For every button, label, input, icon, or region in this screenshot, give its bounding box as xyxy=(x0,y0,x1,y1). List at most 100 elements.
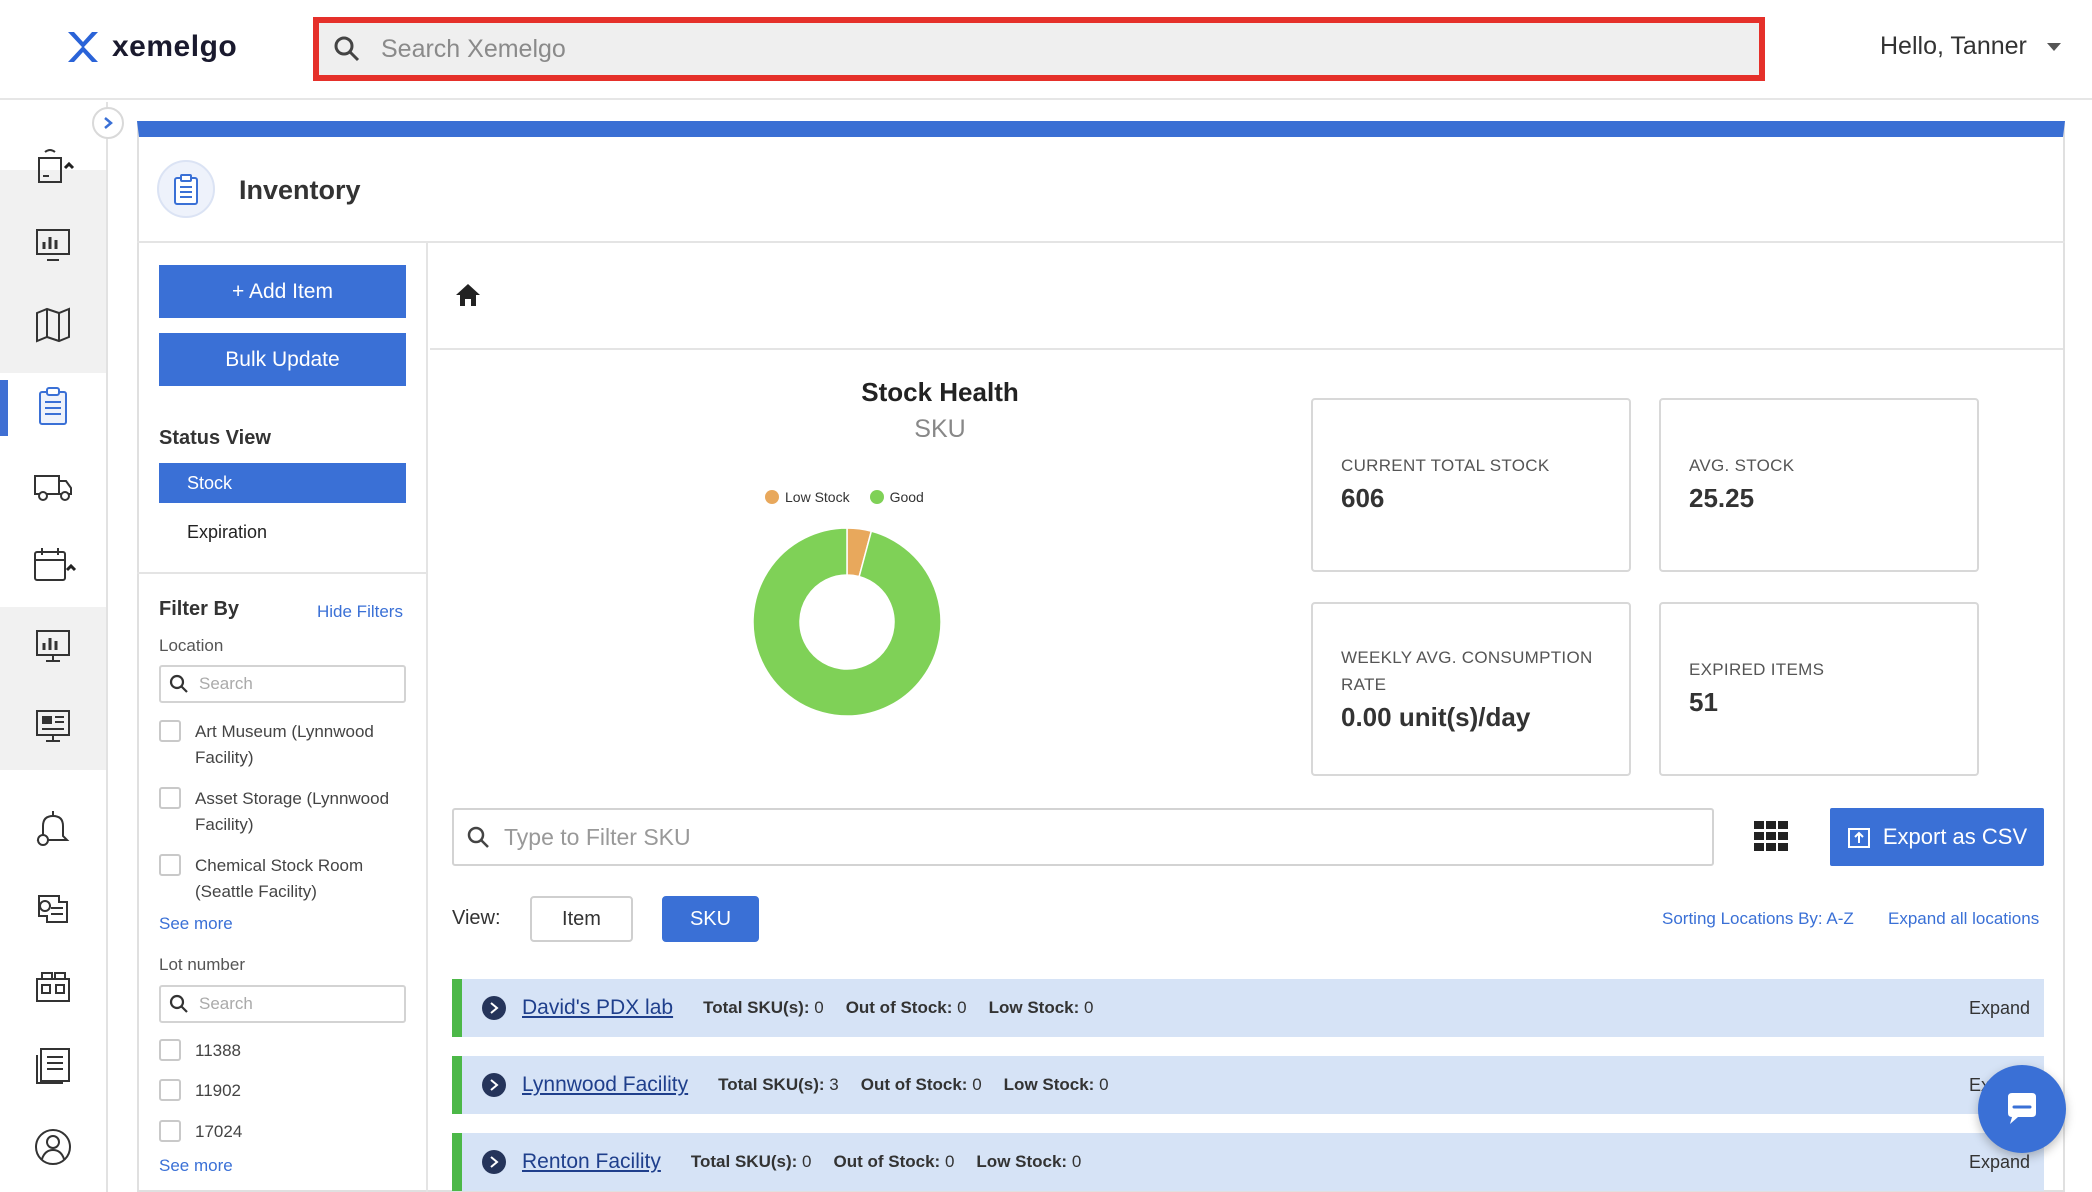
calendar-icon xyxy=(34,548,77,581)
view-label: View: xyxy=(452,907,501,929)
location-row[interactable]: Lynnwood Facility Total SKU(s): 3 Out of… xyxy=(452,1056,2044,1114)
expand-arrow-icon[interactable] xyxy=(482,1073,506,1097)
search-icon xyxy=(467,826,489,848)
divider xyxy=(137,572,426,574)
metric-card-expired-items: EXPIRED ITEMS 51 xyxy=(1659,602,1979,776)
checkbox[interactable] xyxy=(159,1039,181,1061)
legend-item-good: Good xyxy=(869,489,924,505)
filter-panel: + Add Item Bulk Update Status View Stock… xyxy=(137,243,428,1192)
dashboard-icon xyxy=(36,229,70,261)
sidebar-item-alerts[interactable] xyxy=(0,793,106,863)
inventory-clipboard-icon xyxy=(39,387,67,425)
donut-slice-good[interactable] xyxy=(752,527,942,717)
expand-arrow-icon[interactable] xyxy=(482,996,506,1020)
checkbox[interactable] xyxy=(159,787,181,809)
out-of-stock-stat: Out of Stock: 0 xyxy=(860,1075,982,1094)
expand-location-link[interactable]: Expand xyxy=(1968,1151,2030,1172)
sidebar-item-inventory[interactable] xyxy=(0,371,106,441)
sidebar-item-map[interactable] xyxy=(0,290,106,360)
sku-filter-input[interactable]: Type to Filter SKU xyxy=(452,808,1714,866)
metric-card-avg-stock: AVG. STOCK 25.25 xyxy=(1659,398,1979,572)
location-name-link[interactable]: David's PDX lab xyxy=(522,996,674,1019)
lot-checkbox-11902[interactable]: 11902 xyxy=(159,1078,241,1104)
location-see-more-link[interactable]: See more xyxy=(159,914,233,933)
checkbox[interactable] xyxy=(159,1120,181,1142)
location-checkbox-chemical-stock[interactable]: Chemical Stock Room (Seattle Facility) xyxy=(159,853,363,905)
sidebar-item-scheduling[interactable] xyxy=(0,531,106,601)
bulk-update-button[interactable]: Bulk Update xyxy=(159,333,406,386)
global-search-input[interactable] xyxy=(381,34,1681,64)
checkbox-label: Facility) xyxy=(195,748,254,767)
sidebar-expand-button[interactable] xyxy=(92,107,124,139)
chart-subtitle: SKU xyxy=(914,415,966,443)
filter-by-title: Filter By xyxy=(159,598,240,620)
checkbox[interactable] xyxy=(159,1079,181,1101)
export-csv-button[interactable]: Export as CSV xyxy=(1830,808,2044,866)
global-search-bar[interactable] xyxy=(313,17,1765,81)
hide-filters-link[interactable]: Hide Filters xyxy=(317,602,403,621)
total-sku-stat: Total SKU(s): 0 xyxy=(703,998,824,1017)
add-item-button[interactable]: + Add Item xyxy=(159,265,406,318)
view-sku-button[interactable]: SKU xyxy=(662,896,759,942)
total-sku-stat: Total SKU(s): 3 xyxy=(718,1075,839,1094)
out-of-stock-stat: Out of Stock: 0 xyxy=(833,1152,955,1171)
view-item-button[interactable]: Item xyxy=(530,896,633,942)
page-header: Inventory xyxy=(137,137,2065,243)
location-name-link[interactable]: Lynnwood Facility xyxy=(522,1073,689,1096)
expand-location-link[interactable]: Expand xyxy=(1968,997,2030,1018)
sidebar-item-profile[interactable] xyxy=(0,1112,106,1182)
chevron-right-icon xyxy=(104,117,113,129)
location-row[interactable]: Renton Facility Total SKU(s): 0 Out of S… xyxy=(452,1133,2044,1191)
sidebar-item-dashboard[interactable] xyxy=(0,209,106,279)
metric-value: 25.25 xyxy=(1689,483,1755,513)
asset-tracking-icon xyxy=(38,149,75,183)
lot-checkbox-11388[interactable]: 11388 xyxy=(159,1038,241,1064)
user-menu[interactable]: Hello, Tanner xyxy=(1880,32,2061,61)
checkbox[interactable] xyxy=(159,854,181,876)
sidebar-item-display[interactable] xyxy=(0,690,106,760)
sidebar-item-monitor[interactable] xyxy=(0,610,106,680)
chevron-down-icon xyxy=(2046,42,2061,51)
status-option-stock[interactable]: Stock xyxy=(159,463,406,503)
lot-search-placeholder: Search xyxy=(199,994,253,1013)
checkbox-label: 11902 xyxy=(195,1081,242,1100)
map-icon xyxy=(36,307,70,343)
lot-checkbox-17024[interactable]: 17024 xyxy=(159,1119,242,1145)
status-option-expiration[interactable]: Expiration xyxy=(187,521,268,542)
sort-locations-link[interactable]: Sorting Locations By: A-Z xyxy=(1662,909,1854,928)
location-checkbox-art-museum[interactable]: Art Museum (Lynnwood Facility) xyxy=(159,719,374,771)
chat-bubble-icon xyxy=(2008,1093,2036,1124)
chart-legend: Low Stock Good xyxy=(765,489,924,505)
shipping-truck-icon xyxy=(34,475,72,501)
checkbox[interactable] xyxy=(159,720,181,742)
expand-arrow-icon[interactable] xyxy=(482,1150,506,1174)
sidebar-item-configuration[interactable] xyxy=(0,873,106,943)
metric-value: 0.00 unit(s)/day xyxy=(1341,702,1531,732)
location-row[interactable]: David's PDX lab Total SKU(s): 0 Out of S… xyxy=(452,979,2044,1037)
inventory-page-icon xyxy=(157,160,215,218)
location-search-placeholder: Search xyxy=(199,674,253,693)
location-checkbox-asset-storage[interactable]: Asset Storage (Lynnwood Facility) xyxy=(159,786,389,838)
metric-value: 606 xyxy=(1341,483,1385,513)
sku-filter-placeholder: Type to Filter SKU xyxy=(504,823,691,850)
lot-number-label: Lot number xyxy=(159,955,245,974)
home-icon[interactable] xyxy=(454,281,482,309)
inventory-content: Stock Health SKU Low Stock Good CURRENT … xyxy=(430,243,2063,1192)
lot-search-input[interactable]: Search xyxy=(159,985,406,1023)
xemelgo-logo[interactable]: xemelgo xyxy=(66,30,237,64)
location-name-link[interactable]: Renton Facility xyxy=(522,1150,661,1173)
sidebar-item-devices[interactable] xyxy=(0,952,106,1022)
sidebar-item-reports[interactable] xyxy=(0,1030,106,1100)
chat-support-button[interactable] xyxy=(1978,1065,2066,1153)
legend-swatch-low-stock xyxy=(765,490,779,504)
sidebar-item-asset-tracking[interactable] xyxy=(0,131,106,201)
expand-all-locations-link[interactable]: Expand all locations xyxy=(1888,909,2040,928)
location-search-input[interactable]: Search xyxy=(159,665,406,703)
search-icon xyxy=(334,36,360,62)
checkbox-label: 11388 xyxy=(195,1041,242,1060)
low-stock-stat: Low Stock: 0 xyxy=(976,1152,1082,1171)
devices-icon xyxy=(36,972,70,1002)
grid-view-icon[interactable] xyxy=(1754,821,1788,851)
sidebar-item-shipping[interactable] xyxy=(0,451,106,521)
lot-see-more-link[interactable]: See more xyxy=(159,1156,233,1175)
